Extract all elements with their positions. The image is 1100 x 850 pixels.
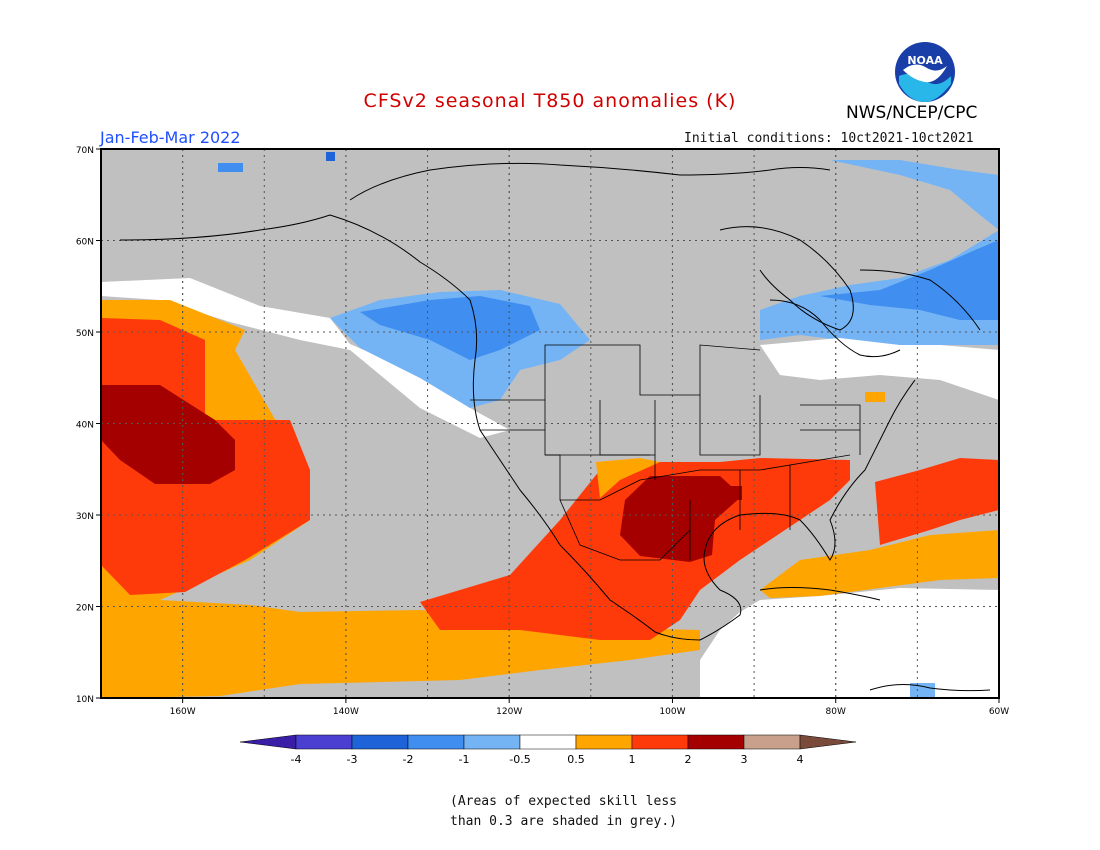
anomaly-region — [360, 296, 540, 360]
noaa-logo: NOAA — [895, 42, 955, 102]
map-title: CFSv2 seasonal T850 anomalies (K) — [363, 90, 737, 112]
colorbar-tick-label: 1 — [629, 753, 636, 766]
colorbar-segment — [631, 734, 689, 750]
anomaly-region — [620, 476, 742, 562]
lon-label: 60W — [989, 707, 1009, 717]
colorbar-segment — [519, 734, 577, 750]
colorbar-tick-label: -1 — [459, 753, 470, 766]
lon-label: 80W — [826, 707, 846, 717]
lon-label: 160W — [170, 707, 196, 717]
colorbar-tick-label: 3 — [741, 753, 748, 766]
political-borders — [470, 344, 861, 561]
lon-label: 100W — [659, 707, 685, 717]
anomaly-region — [218, 163, 243, 172]
anomaly-region — [760, 230, 999, 345]
lat-label: 50N — [76, 329, 94, 339]
skill-note-line: than 0.3 are shaded in grey.) — [450, 814, 677, 829]
skill-note-line: (Areas of expected skill less — [450, 794, 677, 809]
lat-label: 10N — [76, 695, 94, 705]
colorbar-tick-label: 4 — [797, 753, 804, 766]
anomaly-region — [760, 338, 999, 400]
anomaly-region — [101, 278, 510, 438]
colorbar-segment — [351, 734, 409, 750]
map-grid — [101, 149, 999, 698]
anomaly-region — [596, 458, 660, 498]
colorbar-segment — [743, 734, 801, 750]
colorbar-tick-label: -3 — [347, 753, 358, 766]
season-label: Jan-Feb-Mar 2022 — [100, 128, 241, 147]
anomaly-region — [760, 530, 999, 598]
lat-label: 30N — [76, 512, 94, 522]
lat-label: 40N — [76, 421, 94, 431]
initial-conditions-label: Initial conditions: 10ct2021-10ct2021 — [684, 131, 974, 146]
axis-ticks — [96, 148, 1000, 703]
colorbar-segment — [575, 734, 633, 750]
agency-label: NWS/NCEP/CPC — [846, 103, 978, 123]
lat-label: 60N — [76, 238, 94, 248]
colorbar-arrow-low — [239, 734, 297, 750]
lon-label: 140W — [333, 707, 359, 717]
anomaly-region — [910, 683, 935, 698]
anomaly-region — [101, 385, 235, 484]
anomaly-region — [875, 458, 999, 545]
anomaly-region — [101, 595, 700, 698]
anomaly-fields — [101, 152, 999, 698]
coastlines — [119, 162, 991, 692]
colorbar-segment — [687, 734, 745, 750]
legend-colorbar: -4 -3 -2 -1 -0.5 0.5 1 2 3 4 — [239, 734, 857, 766]
anomaly-region — [326, 152, 335, 161]
colorbar-tick-label: 2 — [685, 753, 692, 766]
colorbar-tick-label: -4 — [291, 753, 302, 766]
colorbar-tick-label: -0.5 — [509, 753, 530, 766]
colorbar-segment — [407, 734, 465, 750]
anomaly-region — [830, 160, 999, 230]
lat-label: 20N — [76, 604, 94, 614]
colorbar-tick-label: -2 — [403, 753, 414, 766]
skill-note: (Areas of expected skill less than 0.3 a… — [450, 792, 750, 832]
lon-label: 120W — [496, 707, 522, 717]
anomaly-region — [720, 486, 742, 500]
colorbar-tick-label: 0.5 — [567, 753, 585, 766]
latitude-labels: 70N 60N 50N 40N 30N 20N 10N — [76, 146, 94, 705]
anomaly-region — [865, 392, 885, 402]
anomaly-map: 70N 60N 50N 40N 30N 20N 10N 160W 140W 120W 100W 80… — [76, 146, 1010, 717]
colorbar-arrow-high — [799, 734, 857, 750]
colorbar-segment — [463, 734, 521, 750]
longitude-labels: 160W 140W 120W 100W 80W 60W — [170, 707, 1010, 717]
lat-label: 70N — [76, 146, 94, 156]
colorbar-segment — [295, 734, 353, 750]
logo-text: NOAA — [907, 54, 943, 67]
anomaly-region — [700, 588, 999, 698]
